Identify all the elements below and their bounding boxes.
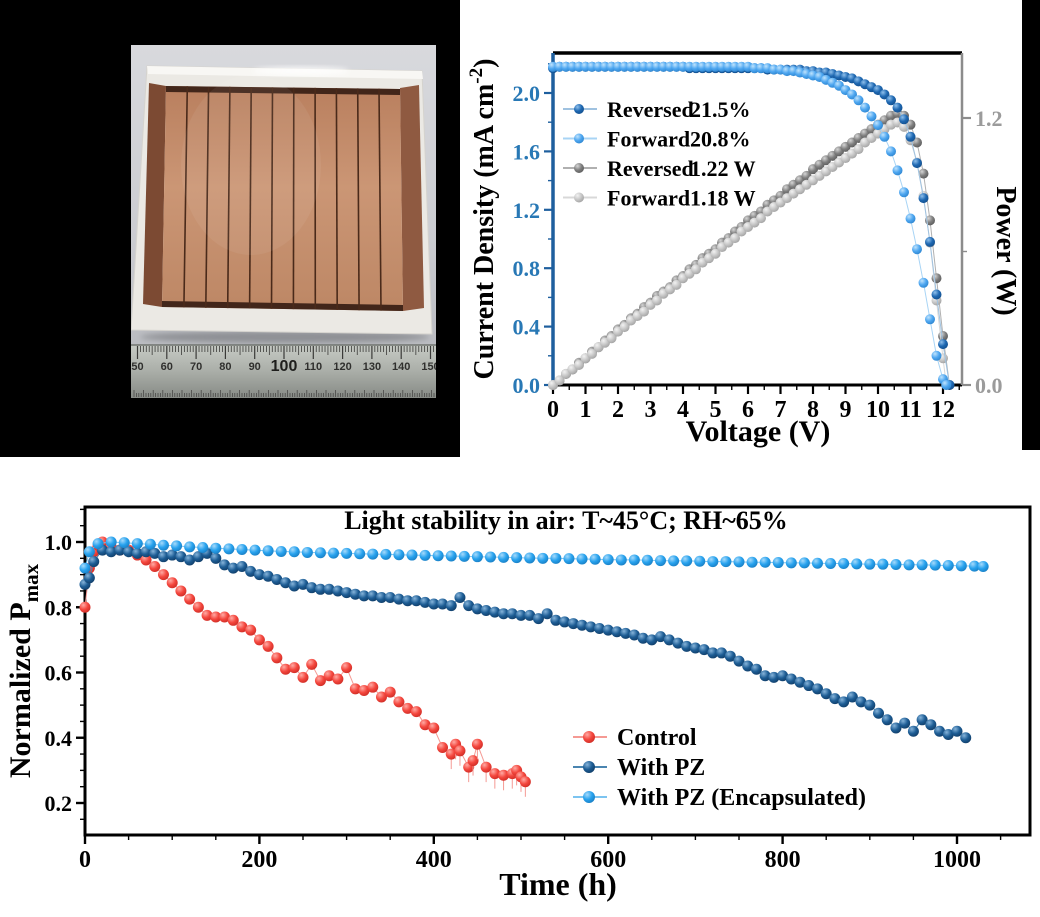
stability-ytick-label: 0.6 (45, 661, 73, 686)
stability-ytick-label: 0.8 (45, 595, 73, 620)
black-strip (1022, 0, 1040, 450)
stability-chart: 0 200 400 600 800 1000 0.2 0.4 0.6 0.8 1.0 Control W… (4, 505, 1032, 902)
jv-xtick-label: 2 (612, 397, 624, 423)
jv-ytick-label: 0.8 (513, 256, 541, 281)
ruler-number: 50 (131, 361, 144, 373)
legend-item-jv_forward-1: Forward 20.8% (563, 127, 751, 152)
ruler-number: 80 (219, 361, 232, 373)
ruler-number: 120 (333, 361, 352, 373)
legend-item-with_pz: With PZ (573, 755, 705, 781)
jv-ytick-label: 0.0 (513, 373, 541, 398)
legend-item-control: Control (573, 725, 697, 751)
legend-label: Forward (607, 186, 690, 211)
jv-xtick-label: 10 (866, 397, 890, 423)
legend-value: 1.22 W (690, 156, 756, 181)
stability-xtick-label: 400 (416, 847, 452, 873)
ruler-number: 100 (270, 358, 298, 375)
series-with_pz (79, 544, 972, 744)
ruler-number: 110 (304, 361, 323, 373)
ruler-number: 150 (421, 361, 436, 373)
jv-xtick-label: 0 (547, 397, 559, 423)
ruler-number: 70 (189, 361, 203, 373)
jv-xtick-label: 8 (807, 397, 819, 423)
jv-left-axis-title: Current Density (mA cm-2) (466, 59, 500, 380)
jv-ytick-label: 0.4 (513, 315, 541, 340)
legend-label: Control (617, 725, 697, 751)
series-encapsulated (79, 536, 989, 574)
stability-yaxis-title: Normalized Pmax (4, 563, 43, 778)
jv-right-axis-title: Power (W) (990, 186, 1021, 315)
jv-xtick-label: 9 (840, 397, 852, 423)
jv-xtick-label: 3 (645, 397, 657, 423)
jv-chart: 0 1 2 3 4 5 6 7 8 9 10 11 120.00.40.81.21.62.00.01.2… (466, 51, 1021, 448)
stability-xtick-label: 0 (79, 847, 91, 873)
stability-ytick-label: 1.0 (45, 530, 73, 555)
jv-xtick-label: 12 (931, 397, 955, 423)
series-power_forward (548, 117, 952, 390)
ruler-number: 130 (362, 361, 382, 373)
stability-ytick-label: 0.2 (45, 791, 73, 816)
ruler-number: 140 (392, 361, 411, 373)
ruler (131, 344, 436, 398)
legend-value: 20.8% (690, 127, 751, 152)
legend-label: With PZ (617, 755, 705, 781)
legend-value: 1.18 W (690, 186, 756, 211)
legend-label: With PZ (Encapsulated) (617, 785, 866, 811)
module-photograph: 50 60 70 80 90 100 110 120 130 140 150 (131, 45, 436, 398)
jv-axes: 0 1 2 3 4 5 6 7 8 9 10 11 120.00.40.81.21.62.00.01.2 (513, 51, 1003, 423)
jv-xtick-label: 6 (742, 397, 754, 423)
stability-ytick-label: 0.4 (45, 726, 73, 751)
jv-right-ytick-label: 0.0 (975, 373, 1003, 398)
ruler-number: 90 (248, 361, 261, 373)
stability-xaxis-title: Time (h) (499, 866, 617, 902)
stability-xtick-label: 800 (765, 847, 801, 873)
jv-ytick-label: 1.6 (513, 139, 541, 164)
jv-xaxis-title: Voltage (V) (686, 415, 831, 448)
module-photo-panel: 50 60 70 80 90 100 110 120 130 140 150 (0, 0, 460, 457)
jv-right-ytick-label: 1.2 (975, 106, 1003, 131)
legend-value: 21.5% (690, 97, 751, 122)
module-photo-art (131, 65, 436, 398)
jv-xtick-label: 7 (775, 397, 787, 423)
stability-xtick-label: 200 (241, 847, 277, 873)
jv-xtick-label: 4 (677, 397, 689, 423)
jv-ytick-label: 2.0 (513, 81, 541, 106)
legend-item-power_forward-3: Forward 1.18 W (563, 186, 756, 211)
stability-xtick-label: 600 (590, 847, 626, 873)
jv-xtick-label: 5 (710, 397, 722, 423)
ruler-number: 60 (160, 361, 173, 373)
stability-title: Light stability in air: T~45°C; RH~65% (344, 506, 788, 535)
legend-label: Forward (607, 127, 690, 152)
stability-legend: Control With PZ With PZ (Encapsulated) (573, 725, 866, 811)
stability-series (79, 536, 989, 797)
jv-xtick-label: 1 (580, 397, 592, 423)
jv-xtick-label: 11 (899, 397, 922, 423)
legend-label: Reversed (607, 156, 694, 181)
stability-xtick-label: 1000 (933, 847, 981, 873)
jv-series (548, 61, 955, 390)
legend-label: Reversed (607, 97, 694, 122)
series-control (79, 536, 531, 797)
jv-ytick-label: 1.2 (513, 198, 541, 223)
solar-module (131, 65, 433, 343)
series-jv_forward (548, 61, 952, 390)
legend-item-encapsulated: With PZ (Encapsulated) (573, 785, 866, 811)
stability-axes: 0 200 400 600 800 1000 0.2 0.4 0.6 0.8 1.0 (45, 505, 1032, 873)
